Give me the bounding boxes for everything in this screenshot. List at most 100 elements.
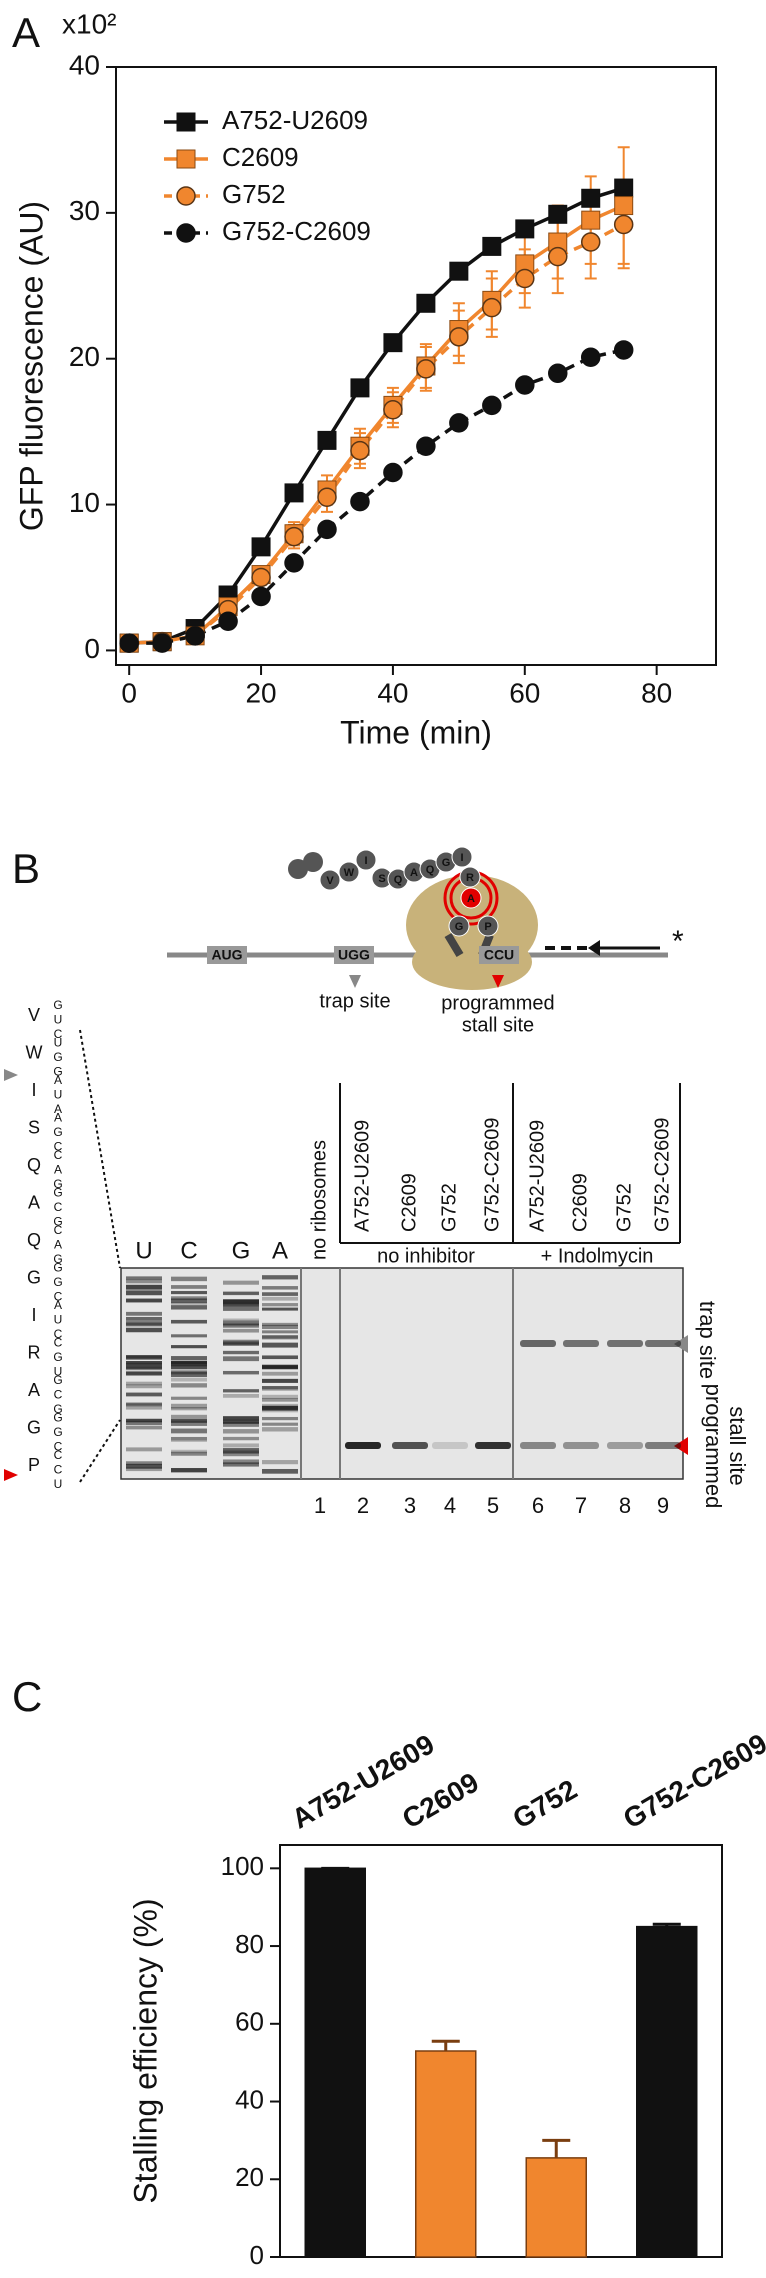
series-line xyxy=(129,348,625,645)
marker xyxy=(614,196,634,216)
legend-label: G752-C2609 xyxy=(222,216,371,246)
lane-header: C2609 xyxy=(398,1173,420,1232)
gel-band xyxy=(520,1340,556,1347)
marker xyxy=(251,567,271,588)
bead xyxy=(451,846,473,868)
gel-band xyxy=(262,1335,298,1340)
lane-number: 4 xyxy=(444,1493,456,1518)
gel-band xyxy=(171,1414,207,1420)
gel-band xyxy=(520,1442,556,1449)
legend-marker xyxy=(176,149,196,169)
codon-box xyxy=(479,946,519,964)
gel-band xyxy=(126,1392,162,1397)
marker xyxy=(515,219,535,239)
residue: A xyxy=(410,867,418,879)
lane-header: A752-U2609 xyxy=(526,1120,548,1232)
codon-sequence: AUA xyxy=(51,1073,65,1117)
gel-band xyxy=(262,1416,298,1421)
y-tick-label: 20 xyxy=(235,2162,264,2192)
residue: W xyxy=(344,867,355,879)
y-tick-label: 20 xyxy=(69,341,100,372)
residue: Q xyxy=(394,874,403,886)
gel-band xyxy=(171,1468,207,1473)
gel-band xyxy=(126,1290,162,1296)
gel-band xyxy=(645,1442,681,1449)
gel-band xyxy=(171,1428,207,1434)
gel-band xyxy=(645,1340,681,1347)
gel-band xyxy=(171,1421,207,1426)
gel-band xyxy=(262,1394,298,1399)
condition-label: + Indolmycin xyxy=(541,1245,654,1267)
amino-acid: V xyxy=(28,1005,40,1025)
gel-band xyxy=(223,1306,259,1311)
gel-band xyxy=(171,1419,207,1423)
gel-band xyxy=(262,1397,298,1402)
gel-band xyxy=(126,1384,162,1389)
series-line xyxy=(129,186,625,645)
codon-sequence: AUC xyxy=(51,1298,65,1342)
gel-band xyxy=(126,1327,162,1333)
gel-band xyxy=(223,1459,259,1465)
residue: I xyxy=(460,852,463,864)
amino-acid: I xyxy=(31,1080,36,1100)
marker xyxy=(119,633,139,653)
gel-band xyxy=(223,1462,259,1467)
trap-site-label: trap site xyxy=(319,990,390,1012)
gel-band xyxy=(262,1371,298,1376)
gel-band xyxy=(223,1291,259,1296)
gel-band xyxy=(223,1422,259,1427)
lane-number: 8 xyxy=(619,1493,631,1518)
residue: I xyxy=(364,855,367,867)
marker xyxy=(416,436,436,456)
lane-number: 2 xyxy=(357,1493,369,1518)
y-tick-label: 60 xyxy=(235,2007,264,2037)
gel-band xyxy=(171,1406,207,1411)
marker xyxy=(284,553,304,573)
asterisk: * xyxy=(672,925,684,958)
bar xyxy=(636,1925,698,2258)
gel-band xyxy=(223,1389,259,1393)
legend-label: A752-U2609 xyxy=(222,105,368,135)
gel-band xyxy=(223,1429,259,1434)
gel-band xyxy=(262,1322,298,1327)
lane-header: G752 xyxy=(438,1183,460,1232)
marker xyxy=(449,261,469,281)
marker xyxy=(515,375,535,395)
marker xyxy=(449,327,469,347)
gel-band xyxy=(262,1292,298,1297)
legend-label: G752 xyxy=(222,179,286,209)
gel-band xyxy=(262,1427,298,1432)
gel-band xyxy=(126,1279,162,1284)
stall-arrow xyxy=(492,975,504,988)
gel-band xyxy=(223,1280,259,1285)
bar xyxy=(304,1867,366,2258)
marker xyxy=(580,232,601,252)
marker xyxy=(251,586,271,607)
gel-band xyxy=(607,1340,643,1347)
gel-band xyxy=(126,1447,162,1452)
marker xyxy=(317,487,337,508)
codon-sequence: AGC xyxy=(51,1111,65,1155)
x-tick-label: 60 xyxy=(509,677,540,708)
marker xyxy=(317,430,337,450)
amino-acid: G xyxy=(27,1417,41,1437)
codon-box xyxy=(207,946,247,964)
gel-band xyxy=(171,1334,207,1338)
marker xyxy=(548,246,568,267)
y-multiplier: x10² xyxy=(62,8,116,39)
stall-site-label: programmed xyxy=(701,1384,726,1509)
y-tick-label: 40 xyxy=(69,49,100,80)
lane-header: G752-C2609 xyxy=(651,1117,673,1232)
gel-band xyxy=(171,1468,207,1473)
gel-band xyxy=(262,1296,298,1301)
gel-band xyxy=(126,1425,162,1430)
codon-sequence: GGC xyxy=(51,1261,65,1305)
marker xyxy=(416,293,436,313)
gel-band xyxy=(223,1328,259,1333)
lane-header: G752-C2609 xyxy=(481,1117,503,1232)
codon-sequence: CGU xyxy=(51,1336,65,1380)
gel-band xyxy=(171,1372,207,1378)
gel-band xyxy=(262,1406,298,1410)
residue: Q xyxy=(426,864,435,876)
